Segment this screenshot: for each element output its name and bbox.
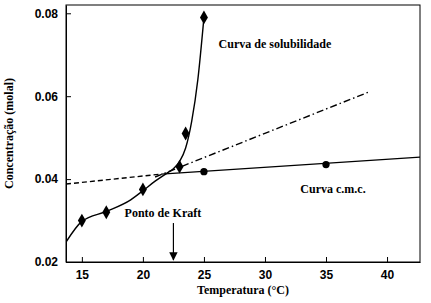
x-tick-mark [265,257,266,262]
x-tick: 15 [76,257,90,282]
annotation: Ponto de Kraft [125,206,202,220]
x-axis-title: Temperatura (°C) [197,283,289,297]
x-tick-mark [204,257,205,262]
x-tick-mark [82,257,83,262]
series-line [66,174,161,184]
y-tick-label: 0.04 [35,172,59,186]
x-tick-label: 30 [259,268,273,282]
annotation-arrow [173,223,174,260]
x-tick-label: 20 [137,268,151,282]
data-point [182,127,190,141]
y-tick-mark [66,179,71,180]
series-markers [78,11,208,228]
data-point [139,183,147,197]
y-tick: 0.08 [35,7,71,21]
x-tick-label: 25 [198,268,212,282]
x-tick: 35 [320,257,334,282]
x-tick-mark [326,257,327,262]
x-axis-line [67,262,421,263]
x-tick: 20 [137,257,151,282]
y-tick: 0.02 [35,255,71,269]
annotation: Curva de solubilidade [219,37,332,51]
data-point [322,161,329,168]
series-markers [200,161,329,175]
y-tick-label: 0.02 [35,255,59,269]
data-marks [66,11,420,243]
y-axis-title: Concentração (molal) [2,78,16,189]
x-tick-mark [143,257,144,262]
data-point [78,214,86,228]
data-point [102,205,110,219]
data-point [200,11,208,25]
series-line [66,17,204,242]
y-tick-mark [66,13,71,14]
x-tick: 30 [259,257,273,282]
y-tick-mark [66,262,71,263]
y-axis: 0.02 0.04 0.06 0.08 [35,6,71,270]
y-tick-label: 0.06 [35,90,59,104]
data-point [200,168,207,175]
chart: 15 20 25 30 35 40 0.02 0.04 0.06 0.08 Curva de sol… [0,0,431,303]
y-tick: 0.06 [35,90,71,104]
y-axis-line [66,6,67,263]
x-tick-label: 35 [320,268,334,282]
x-tick-label: 40 [381,268,395,282]
x-tick-label: 15 [76,268,90,282]
plot-area: 15 20 25 30 35 40 0.02 0.04 0.06 0.08 Curva de sol… [35,5,421,282]
x-axis: 15 20 25 30 35 40 [67,257,421,282]
x-tick-mark [387,257,388,262]
annotation: Curva c.m.c. [300,182,365,196]
series-line [155,92,369,177]
x-tick: 25 [198,257,212,282]
y-tick-mark [66,96,71,97]
y-tick-label: 0.08 [35,7,59,21]
x-tick: 40 [381,257,395,282]
y-tick: 0.04 [35,172,71,186]
annotations: Curva de solubilidade Curva c.m.c. Ponto d… [125,37,366,260]
plot-frame [66,5,420,262]
